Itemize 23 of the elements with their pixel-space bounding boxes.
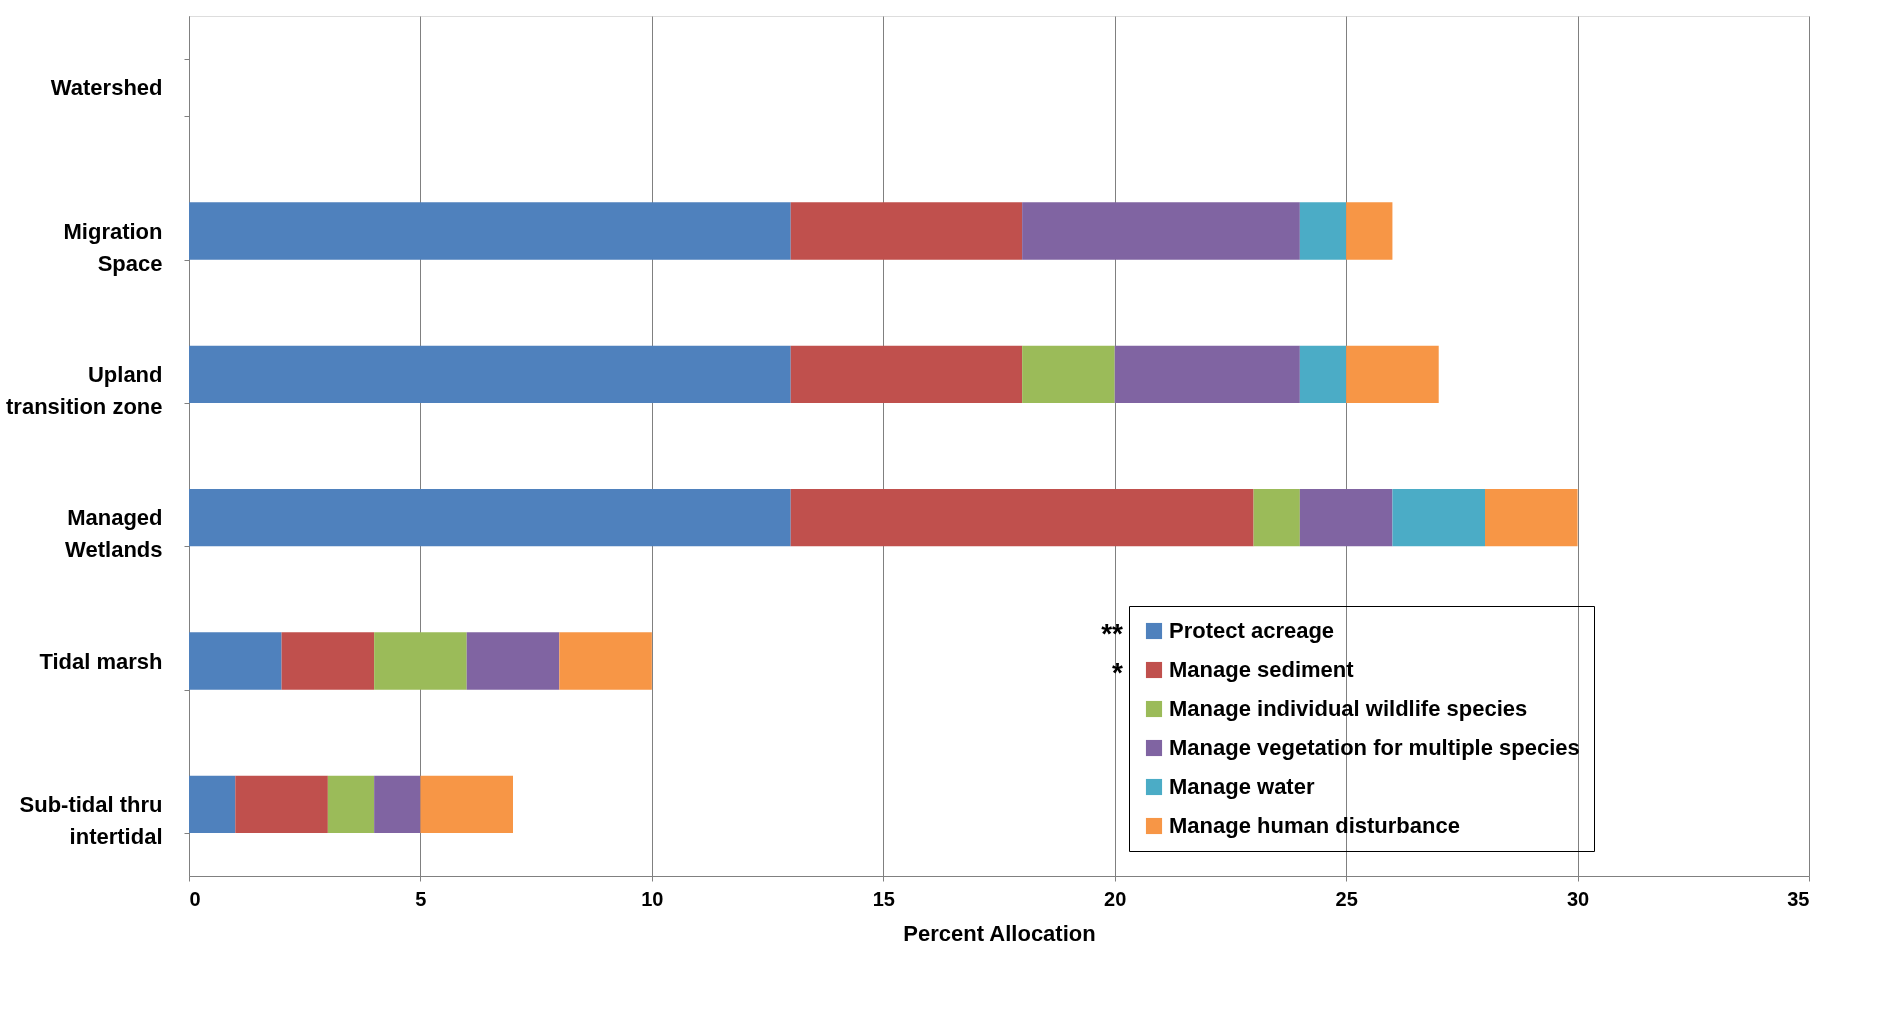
legend-label: Manage individual wildlife species (1169, 696, 1528, 721)
x-tick-label: 30 (1566, 887, 1590, 910)
y-tick-label: Upland transition zone (6, 361, 163, 419)
x-axis-title: Percent Allocation (903, 920, 1096, 946)
x-tick-label: 25 (1335, 887, 1358, 910)
y-tick-label: Managed Wetlands (65, 505, 163, 563)
legend-label: Manage sediment (1169, 657, 1355, 682)
y-tick-label: Watershed (50, 75, 163, 101)
x-tick-label: 15 (872, 887, 895, 910)
x-tick-label: 5 (415, 887, 427, 910)
y-tick-label: Migration Space (63, 218, 163, 276)
x-tick-label: 0 (189, 887, 201, 910)
x-tick-label: 35 (1787, 887, 1810, 910)
legend-label: Manage human disturbance (1169, 813, 1460, 838)
annotation: * (1112, 657, 1124, 688)
y-tick-label: Sub-tidal thru intertidal (19, 791, 163, 849)
legend-label: Manage water (1169, 774, 1315, 799)
y-tick-label: Tidal marsh (39, 648, 163, 674)
x-tick-label: 10 (641, 887, 664, 910)
x-tick-label: 20 (1104, 887, 1127, 910)
legend-label: Protect acreage (1169, 618, 1335, 643)
annotation: ** (1101, 618, 1124, 649)
legend-label: Manage vegetation for multiple species (1169, 735, 1580, 760)
